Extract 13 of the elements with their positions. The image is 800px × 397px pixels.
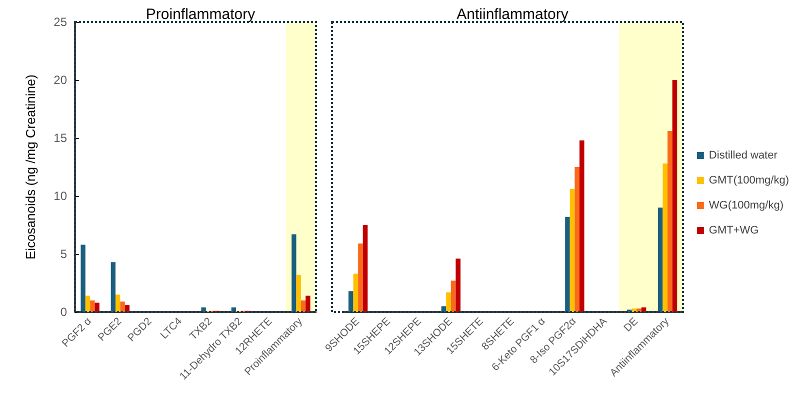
y-tick-label: 10: [54, 189, 68, 203]
legend-label: GMT(100mg/kg): [708, 174, 790, 186]
y-axis-title: Eicosanoids (ng /mg Creatinine): [23, 74, 38, 260]
y-tick-label: 15: [54, 131, 68, 145]
legend-label: Distilled water: [708, 150, 778, 162]
y-tick-label: 25: [54, 15, 68, 29]
y-tick-label: 0: [60, 305, 68, 319]
legend-label: WG(100mg/kg): [708, 200, 784, 212]
y-tick-label: 5: [60, 247, 68, 261]
chart-title: Antiinflammatory: [456, 6, 569, 23]
chart-title: Proinflammatory: [146, 6, 256, 23]
legend-label: GMT+WG: [708, 224, 759, 236]
y-tick-label: 20: [54, 73, 68, 87]
